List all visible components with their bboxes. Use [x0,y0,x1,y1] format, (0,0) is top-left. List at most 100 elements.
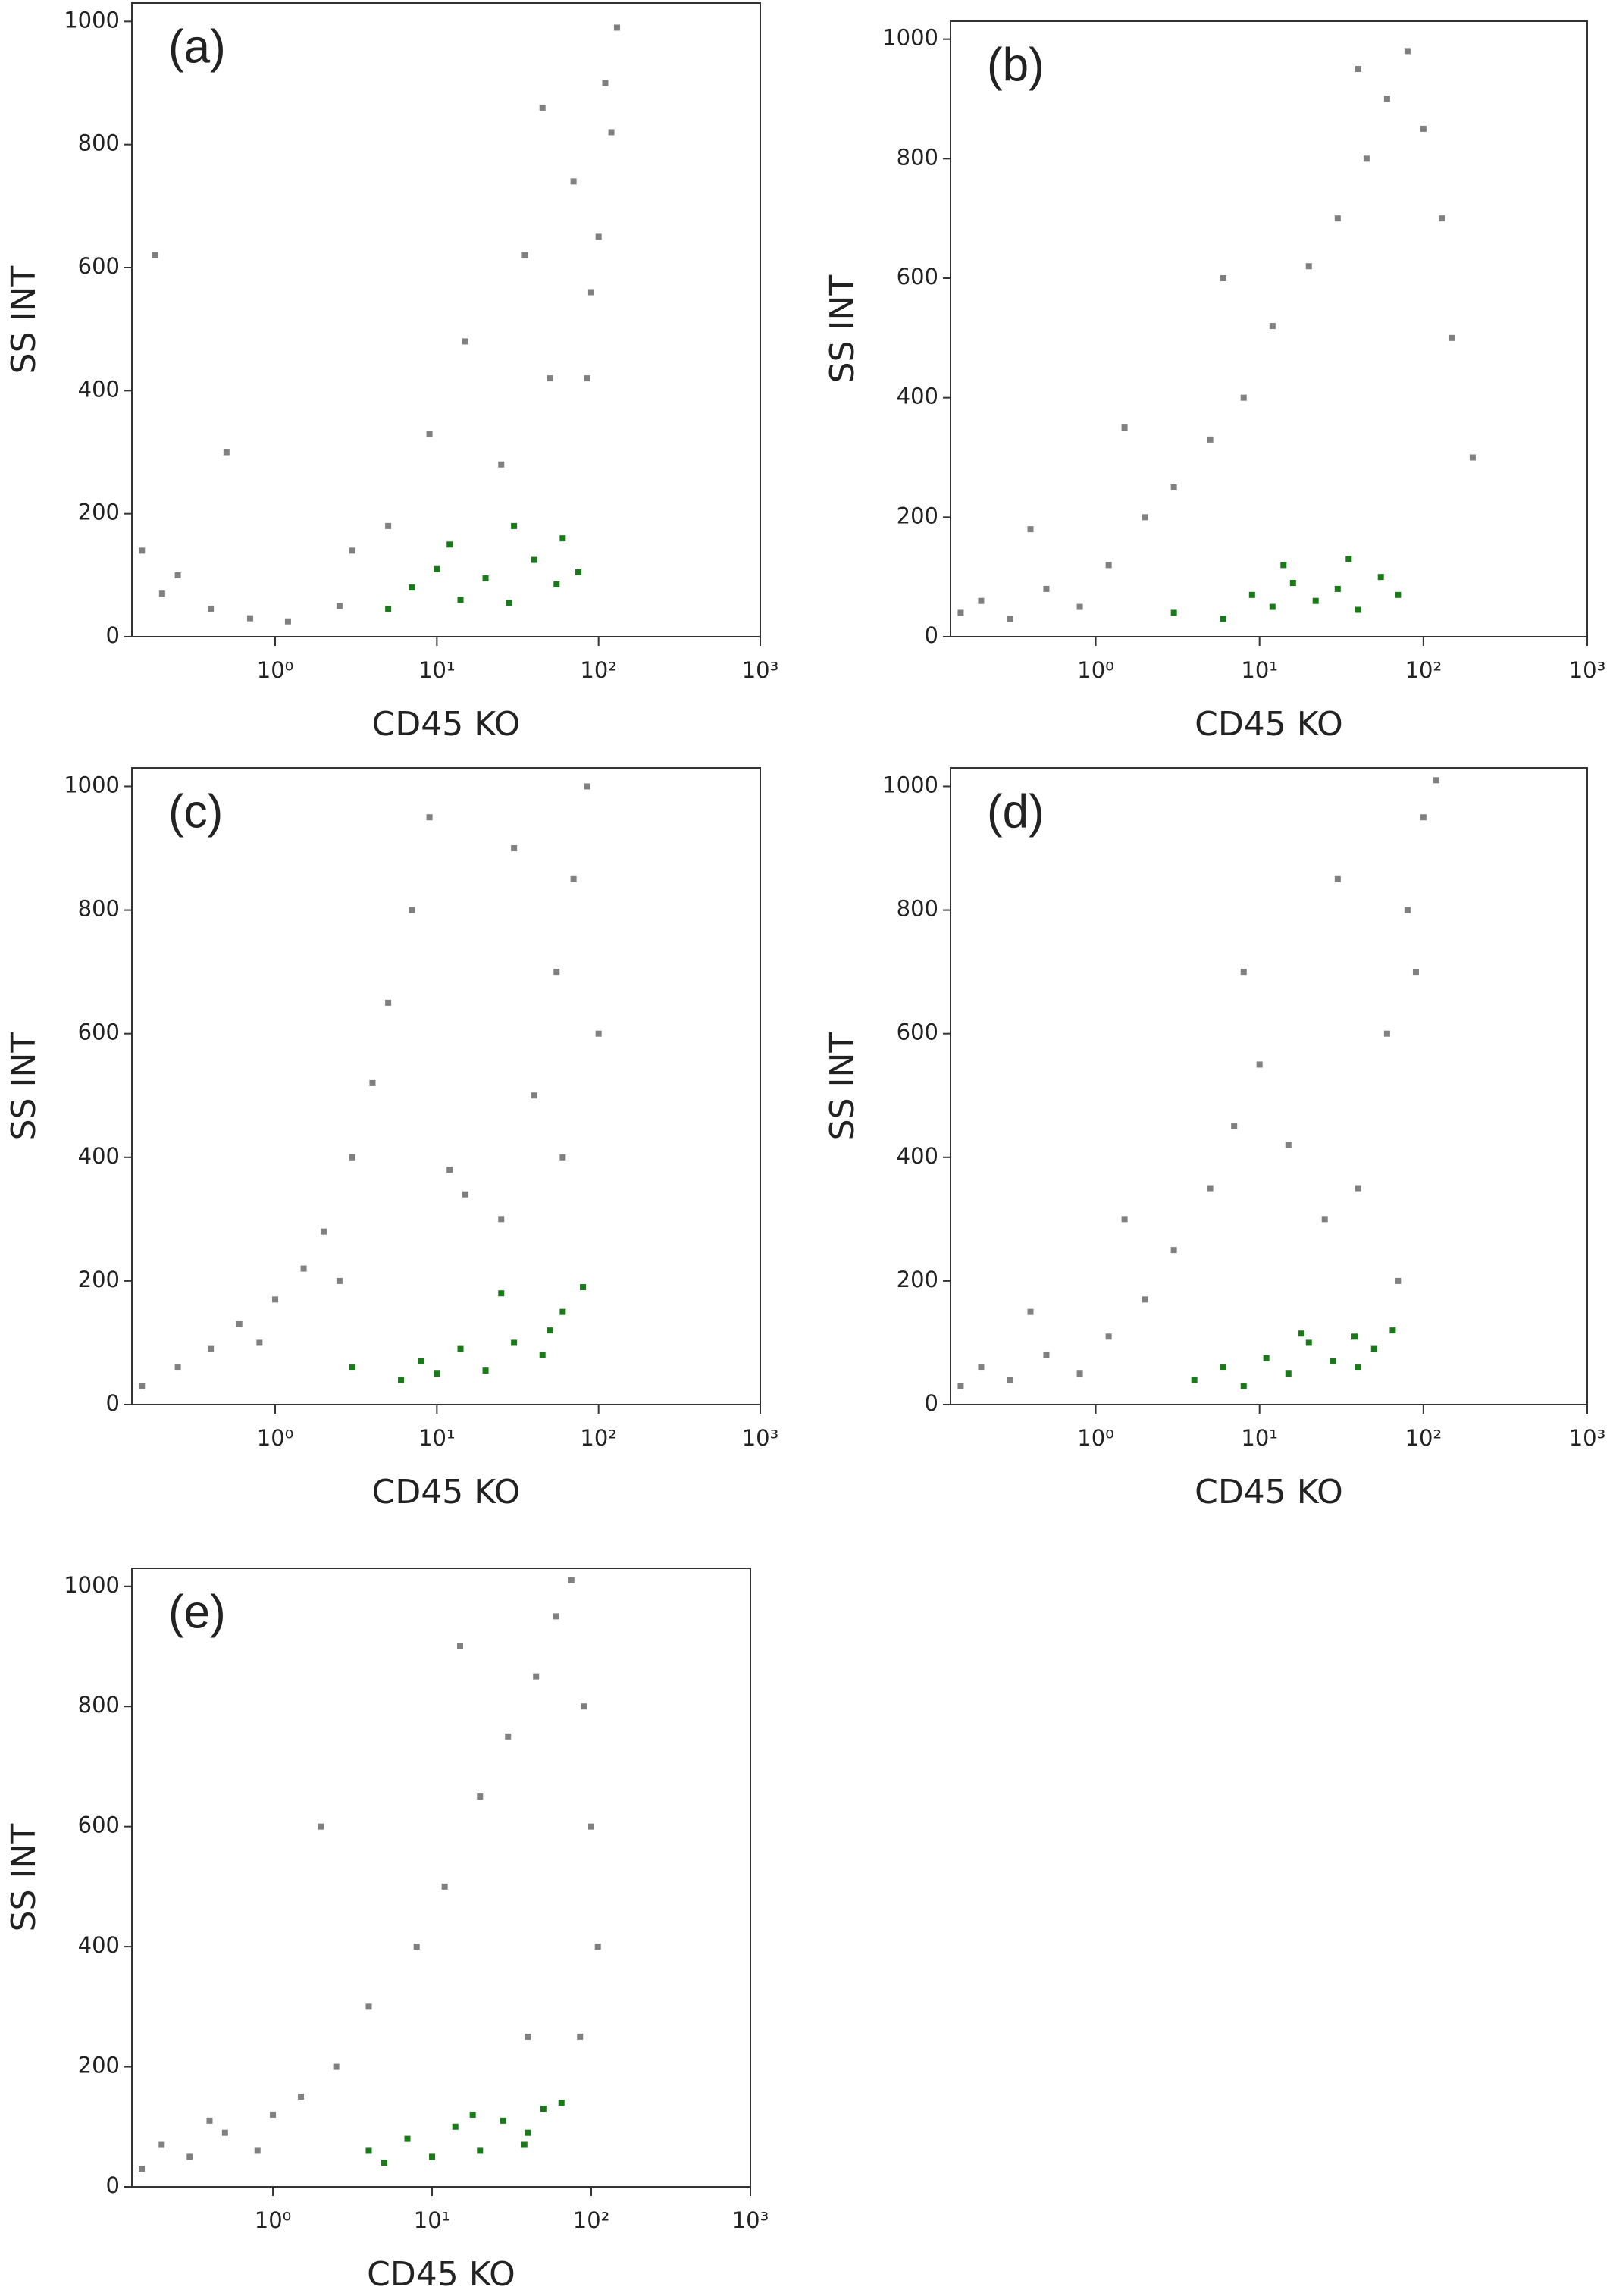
point [594,1944,601,1950]
point [498,1216,505,1223]
point [1043,585,1050,592]
point [978,597,985,604]
point [426,814,433,821]
point [441,1883,448,1890]
point [1321,1216,1328,1223]
point [452,2123,459,2130]
point [469,2111,476,2118]
point [1191,1377,1198,1383]
point [1355,1364,1361,1371]
y-tick-label: 200 [78,2053,120,2078]
y-tick-label: 0 [106,622,120,648]
point [595,233,602,240]
point [559,1154,566,1161]
point [298,2094,305,2100]
point [595,1030,602,1037]
point [336,1277,343,1284]
point [462,338,468,345]
x-tick-label: 10² [580,1425,617,1451]
point [385,522,392,529]
point [1289,580,1296,587]
point [333,2063,340,2070]
point [1351,1333,1358,1340]
y-tick-label: 1000 [64,772,120,797]
point [1389,1327,1396,1334]
point [1269,603,1276,610]
y-tick-label: 400 [78,1143,120,1169]
point [349,1364,355,1371]
point [1285,1370,1292,1377]
point [1285,1142,1292,1148]
plot-frame [950,20,1588,637]
point [1395,1277,1402,1284]
plot-frame [131,1568,751,2188]
point [139,2166,146,2172]
y-tick-label: 400 [78,376,120,402]
x-tick-label: 10³ [732,2207,769,2233]
point [139,547,146,554]
x-tick-label: 10¹ [414,2207,451,2233]
point [539,1352,546,1358]
point [608,129,615,136]
y-tick-label: 200 [78,500,120,525]
y-tick-label: 800 [78,130,120,156]
point [588,1823,595,1830]
y-tick-label: 400 [897,1143,938,1169]
point [1298,1330,1304,1337]
point [369,1079,376,1086]
point [1231,1123,1238,1130]
point [1439,215,1445,222]
point [477,1793,484,1800]
point [1220,616,1226,622]
point [1170,1247,1177,1254]
point [221,2129,228,2136]
point [446,1167,453,1173]
point [1280,562,1287,569]
point [208,1345,215,1352]
point [208,606,215,612]
point [533,1673,540,1680]
x-tick-label: 10⁰ [255,2207,292,2233]
point [1220,1364,1226,1371]
point [1449,334,1455,341]
point [158,590,165,597]
point [1248,591,1255,598]
y-tick-label: 1000 [882,25,938,51]
point [158,2141,165,2148]
point [521,252,528,258]
point [579,1284,586,1291]
point [521,2141,528,2148]
plot-frame [131,767,761,1405]
y-tick-label: 0 [925,622,938,648]
point [429,2153,436,2160]
x-tick-label: 10³ [742,1425,779,1451]
point [413,1944,420,1950]
point [336,603,343,609]
point [1420,125,1427,132]
point [1240,1383,1247,1389]
panel-label: (c) [168,785,223,838]
point [482,575,489,581]
point [1220,274,1226,281]
x-tick-label: 10³ [1569,657,1606,683]
point [1142,1296,1148,1303]
point [1334,215,1341,222]
point [584,783,590,790]
point [1105,562,1112,569]
point [457,1643,464,1649]
x-tick-label: 10³ [742,657,779,683]
x-tick-label: 10² [573,2207,610,2233]
y-tick-label: 800 [78,1692,120,1718]
point [559,535,566,542]
point [256,1339,263,1346]
point [1355,66,1361,73]
point [584,375,590,382]
point [587,289,594,296]
point [236,1320,243,1327]
point [477,2147,484,2154]
point [418,1358,424,1364]
y-tick-label: 400 [78,1932,120,1958]
point [1305,263,1312,270]
point [1121,424,1128,431]
point [498,1290,505,1297]
